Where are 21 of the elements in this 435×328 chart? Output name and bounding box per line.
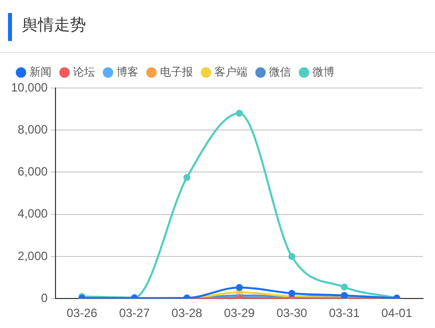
x-tick-label: 03-30 [276,306,308,320]
legend-label: 论坛 [73,65,95,78]
y-tick-label: 6,000 [18,164,48,179]
x-tick-label: 03-27 [119,306,150,320]
y-tick-label: 10,000 [11,80,48,94]
y-tick-label: 8,000 [18,122,48,136]
legend-label: 客户端 [214,65,248,78]
legend-label: 新闻 [30,65,52,78]
x-tick-label: 03-28 [172,306,203,320]
legend-label: 博客 [116,65,138,78]
x-tick-label: 03-26 [66,306,98,320]
legend-label: 电子报 [160,65,193,78]
legend-label: 微信 [269,65,291,78]
y-tick-label: 4,000 [18,206,48,221]
x-tick-label: 03-31 [328,306,360,320]
y-tick-label: 0 [41,290,48,305]
x-tick-label: 03-29 [224,306,256,320]
y-tick-label: 2,000 [18,248,48,263]
legend-label: 微博 [312,65,334,78]
chart-title: 舆情走势 [22,15,86,36]
x-tick-label: 04-01 [381,306,412,320]
